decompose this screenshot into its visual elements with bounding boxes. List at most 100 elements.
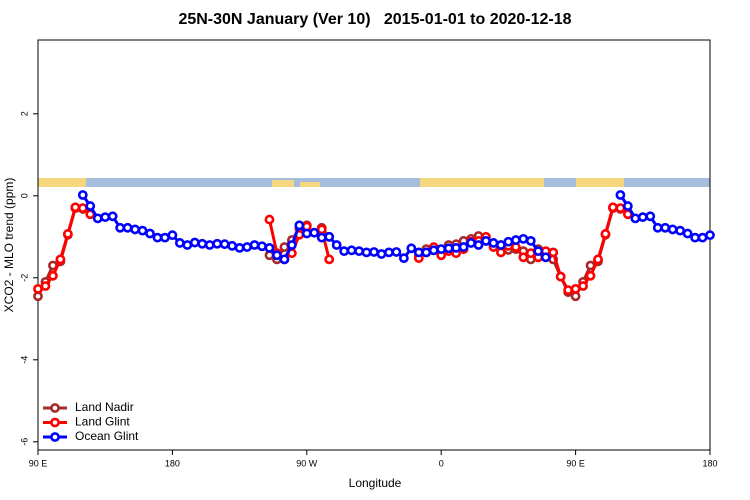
x-tick-label: 90 E [29, 458, 48, 468]
data-point [533, 246, 544, 257]
data-point [145, 228, 155, 239]
land-strip [38, 178, 86, 187]
series [77, 190, 715, 265]
data-point [451, 242, 462, 253]
data-point [62, 229, 73, 239]
x-tick-label: 180 [702, 458, 717, 468]
data-point [234, 242, 245, 253]
legend-label: Land Glint [75, 415, 130, 429]
chart-title: 25N-30N January (Ver 10) 2015-01-01 to 2… [178, 11, 571, 28]
data-point [33, 283, 43, 294]
data-point [563, 285, 574, 295]
data-point [301, 228, 312, 239]
data-point [421, 247, 432, 258]
data-point [48, 270, 58, 281]
y-axis-title: XCO2 - MLO trend (ppm) [2, 178, 16, 313]
data-point [518, 233, 529, 244]
data-point [160, 232, 170, 243]
plot-frame [37, 39, 711, 451]
land-strip [300, 182, 320, 187]
legend-label: Ocean Glint [75, 429, 139, 443]
data-point [130, 224, 140, 235]
ocean-strip [38, 178, 710, 187]
data-point [645, 211, 656, 222]
legend-marker [50, 417, 60, 428]
data-point [294, 220, 305, 231]
x-tick-label: 180 [165, 458, 180, 468]
data-point [503, 236, 514, 247]
data-point [309, 227, 320, 238]
data-point [690, 232, 700, 243]
data-point [279, 254, 290, 265]
data-point [510, 235, 521, 245]
data-point [369, 247, 379, 257]
data-point [525, 235, 536, 246]
data-point [473, 240, 484, 250]
y-tick-label: -2 [19, 274, 29, 282]
x-tick-label: 90 E [566, 458, 585, 468]
data-point [264, 214, 275, 225]
data-point [77, 203, 88, 213]
data-point [615, 190, 626, 200]
data-point [100, 212, 111, 223]
data-point [488, 238, 499, 248]
data-point [212, 238, 223, 249]
data-point [697, 232, 708, 243]
legend-label: Land Nadir [75, 400, 134, 414]
land-strip [272, 180, 294, 187]
data-point [122, 222, 133, 233]
data-point [242, 242, 252, 252]
data-point [593, 254, 603, 265]
data-point [152, 232, 163, 243]
data-point [615, 203, 626, 213]
data-point [675, 225, 686, 236]
data-point [182, 240, 193, 250]
data-point [219, 239, 230, 250]
data-point [428, 245, 439, 256]
data-point [354, 246, 364, 257]
land-strip [576, 178, 624, 187]
data-point [608, 202, 618, 213]
x-axis-title: Longitude [349, 476, 402, 490]
data-point [85, 201, 96, 211]
data-point [667, 224, 678, 235]
data-point [264, 242, 275, 253]
data-point [257, 241, 267, 252]
data-point [443, 243, 454, 254]
series-line [37, 205, 92, 291]
data-point [660, 222, 671, 233]
legend-marker [50, 432, 60, 442]
data-point [391, 247, 402, 257]
data-point [249, 240, 260, 250]
data-point [167, 230, 178, 241]
data-point [540, 252, 551, 263]
data-point [705, 230, 715, 241]
data-point [413, 247, 424, 258]
data-point [227, 240, 238, 251]
data-point [316, 232, 327, 243]
data-point [585, 270, 596, 281]
data-point [77, 190, 88, 200]
data-point [376, 249, 387, 259]
data-point [331, 240, 342, 250]
data-point [92, 213, 103, 224]
data-point [324, 254, 335, 265]
data-point [197, 238, 208, 249]
land-strip [420, 178, 544, 187]
y-tick-label: 0 [19, 193, 29, 198]
data-point [622, 201, 633, 211]
data-point [70, 202, 81, 213]
data-point [652, 222, 663, 233]
data-point [316, 224, 327, 235]
data-point [55, 254, 66, 265]
data-point [324, 231, 335, 242]
data-point [286, 240, 297, 250]
data-point [481, 235, 491, 246]
data-point [346, 245, 357, 256]
data-point [600, 229, 611, 239]
data-point [339, 246, 350, 257]
data-point [272, 250, 282, 261]
data-point [466, 238, 476, 248]
data-point [406, 243, 417, 254]
